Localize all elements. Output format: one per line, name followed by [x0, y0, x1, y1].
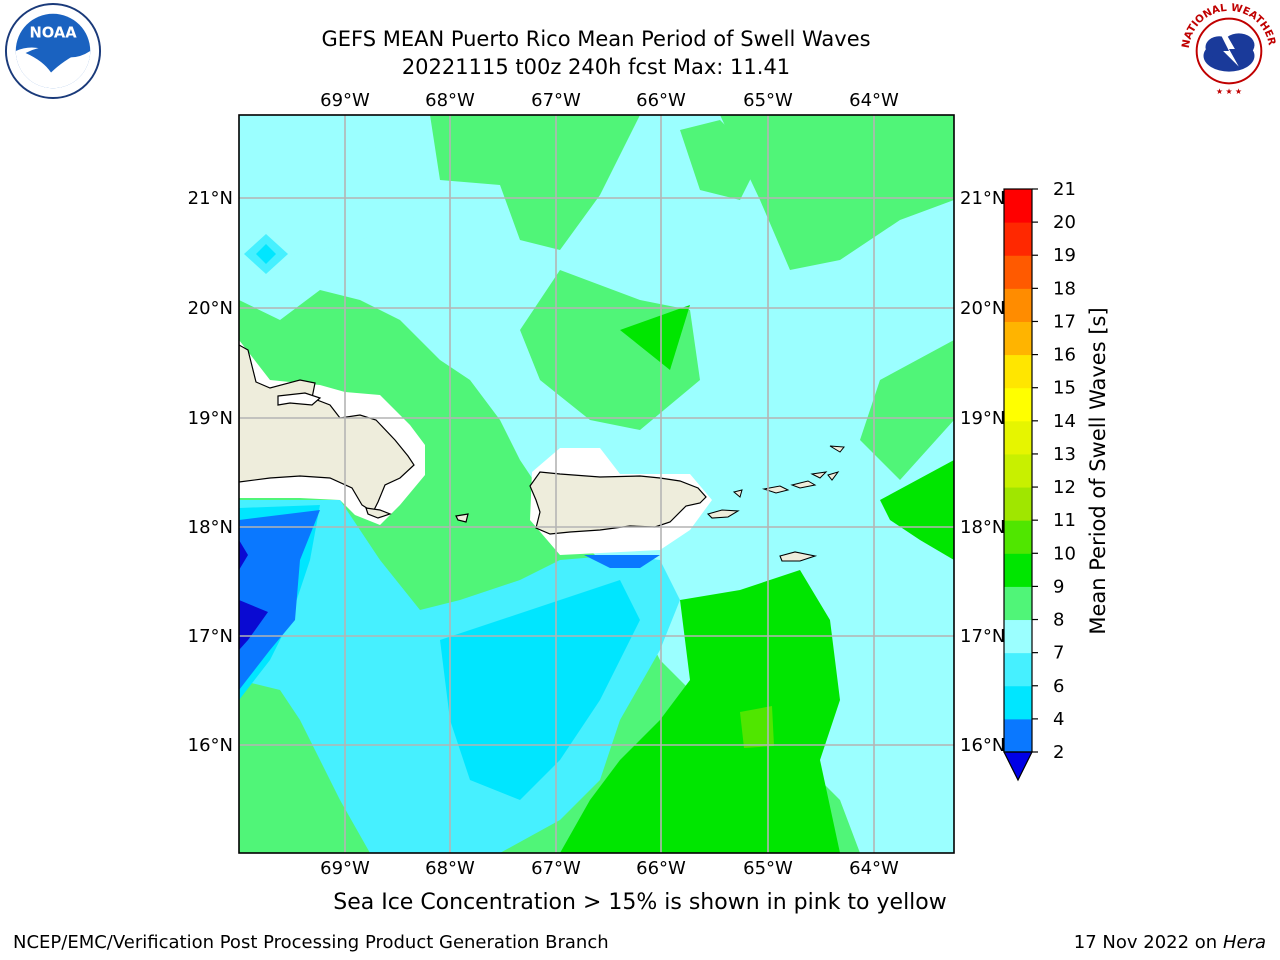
colorbar-segment: [1004, 189, 1032, 223]
culebra-island: [732, 489, 743, 498]
field-11-12s-max: [740, 706, 774, 748]
colorbar: 2 4 6 7 8 9 10 11 12 13 14 15 16 17 18 19 20 21: [1003, 179, 1076, 782]
colorbar-segment: [1004, 718, 1032, 753]
colorbar-segment: [1004, 255, 1032, 289]
colorbar-tick-label: 6: [1053, 676, 1064, 697]
lon-label-top: 69°W: [320, 90, 370, 111]
footer-machine: Hera: [1222, 932, 1266, 953]
svg-text:★ ★ ★: ★ ★ ★: [1216, 87, 1242, 96]
lat-label-right: 16°N: [960, 735, 1005, 756]
noaa-logo: NOAA: [4, 2, 102, 100]
lat-label-left: 20°N: [188, 298, 233, 319]
virgin-islands: [762, 445, 845, 494]
field-9-10s-patch: [520, 270, 700, 430]
colorbar-tick-label: 11: [1053, 510, 1076, 531]
field-10-11s-southeast: [560, 570, 840, 853]
lon-label-bottom: 68°W: [425, 858, 475, 879]
lat-label-left: 17°N: [188, 626, 233, 647]
colorbar-segment: [1004, 354, 1032, 389]
puerto-rico-land: [529, 471, 707, 535]
lat-label-right: 17°N: [960, 626, 1005, 647]
chart-title: GEFS MEAN Puerto Rico Mean Period of Swe…: [321, 27, 871, 51]
colorbar-segment: [1004, 685, 1032, 720]
map-frame: [238, 114, 955, 854]
lon-label-bottom: 69°W: [320, 858, 370, 879]
lon-label-top: 67°W: [531, 90, 581, 111]
colorbar-tick-label: 9: [1053, 576, 1064, 597]
lat-label-left: 18°N: [188, 517, 233, 538]
lon-label-top: 65°W: [743, 90, 793, 111]
colorbar-segment: [1004, 453, 1032, 488]
lon-label-top: 66°W: [636, 90, 686, 111]
field-10-11s-east: [880, 460, 954, 560]
colorbar-tick-label: 2: [1053, 742, 1064, 763]
field-2-4s-west: [239, 540, 268, 650]
field-9-10s-north: [680, 120, 760, 200]
lat-label-left: 19°N: [188, 408, 233, 429]
colorbar-tick-label: 7: [1053, 643, 1064, 664]
lat-label-right: 19°N: [960, 408, 1005, 429]
field-8-9s-southeast: [860, 700, 954, 853]
colorbar-under-arrow: [1003, 751, 1033, 782]
field-4-6s-south-pr: [584, 555, 660, 568]
lat-label-right: 21°N: [960, 188, 1005, 209]
field-4-6s-west: [239, 510, 320, 690]
footer-date-text: 17 Nov 2022 on: [1073, 932, 1218, 953]
colorbar-frame: [1003, 188, 1033, 753]
footer-date: 17 Nov 2022 on Hera: [1074, 932, 1266, 953]
chart-subtitle: 20221115 t00z 240h fcst Max: 11.41: [401, 55, 791, 79]
nws-logo: NATIONAL WEATHER SERVICE ★ ★ ★: [1180, 2, 1278, 99]
mona-island: [455, 513, 469, 523]
noaa-logo-text: NOAA: [29, 24, 77, 41]
swell-period-field: [239, 115, 954, 853]
sea-ice-caption: Sea Ice Concentration > 15% is shown in …: [333, 890, 947, 915]
lon-label-top: 68°W: [425, 90, 475, 111]
colorbar-tick-label: 10: [1053, 543, 1076, 564]
colorbar-tick-label: 21: [1053, 179, 1076, 200]
colorbar-tick-label: 8: [1053, 610, 1064, 631]
colorbar-tick-label: 19: [1053, 245, 1076, 266]
colorbar-segment: [1004, 619, 1032, 654]
colorbar-segment: [1004, 420, 1032, 455]
gonave-island: [277, 392, 322, 406]
colorbar-segment: [1004, 586, 1032, 621]
footer-credit: NCEP/EMC/Verification Post Processing Pr…: [13, 932, 609, 953]
vieques-island: [706, 509, 740, 519]
colorbar-tick-label: 13: [1053, 444, 1076, 465]
colorbar-tick-label: 16: [1053, 345, 1076, 366]
field-10-11s-north: [620, 305, 690, 370]
colorbar-segment: [1004, 321, 1032, 356]
colorbar-segment: [1004, 387, 1032, 422]
colorbar-tick-label: 4: [1053, 709, 1064, 730]
lon-label-bottom: 65°W: [743, 858, 793, 879]
colorbar-segment: [1004, 652, 1032, 687]
colorbar-segment: [1004, 520, 1032, 554]
hispaniola-land: [239, 344, 415, 513]
lat-label-left: 21°N: [188, 188, 233, 209]
lat-label-left: 16°N: [188, 735, 233, 756]
lon-label-top: 64°W: [849, 90, 899, 111]
saona-island: [365, 507, 392, 519]
colorbar-segment: [1004, 222, 1032, 256]
colorbar-tick-label: 12: [1053, 477, 1076, 498]
lon-label-bottom: 67°W: [531, 858, 581, 879]
colorbar-tick-label: 18: [1053, 278, 1076, 299]
field-6-7s-nw-diamond: [256, 244, 276, 264]
lat-label-right: 18°N: [960, 517, 1005, 538]
colorbar-segment: [1004, 553, 1032, 587]
colorbar-label: Mean Period of Swell Waves [s]: [1086, 307, 1110, 634]
colorbar-tick-label: 20: [1053, 212, 1076, 233]
graticule: [239, 115, 954, 853]
lon-label-bottom: 64°W: [849, 858, 899, 879]
st-croix-island: [779, 551, 818, 562]
colorbar-tick-label: 14: [1053, 411, 1076, 432]
colorbar-segment: [1004, 487, 1032, 521]
colorbar-tick-label: 15: [1053, 378, 1076, 399]
lon-label-bottom: 66°W: [636, 858, 686, 879]
colorbar-tick-label: 17: [1053, 311, 1076, 332]
colorbar-segment: [1004, 288, 1032, 322]
lat-label-right: 20°N: [960, 298, 1005, 319]
field-8-9s-northwest: [239, 145, 430, 260]
